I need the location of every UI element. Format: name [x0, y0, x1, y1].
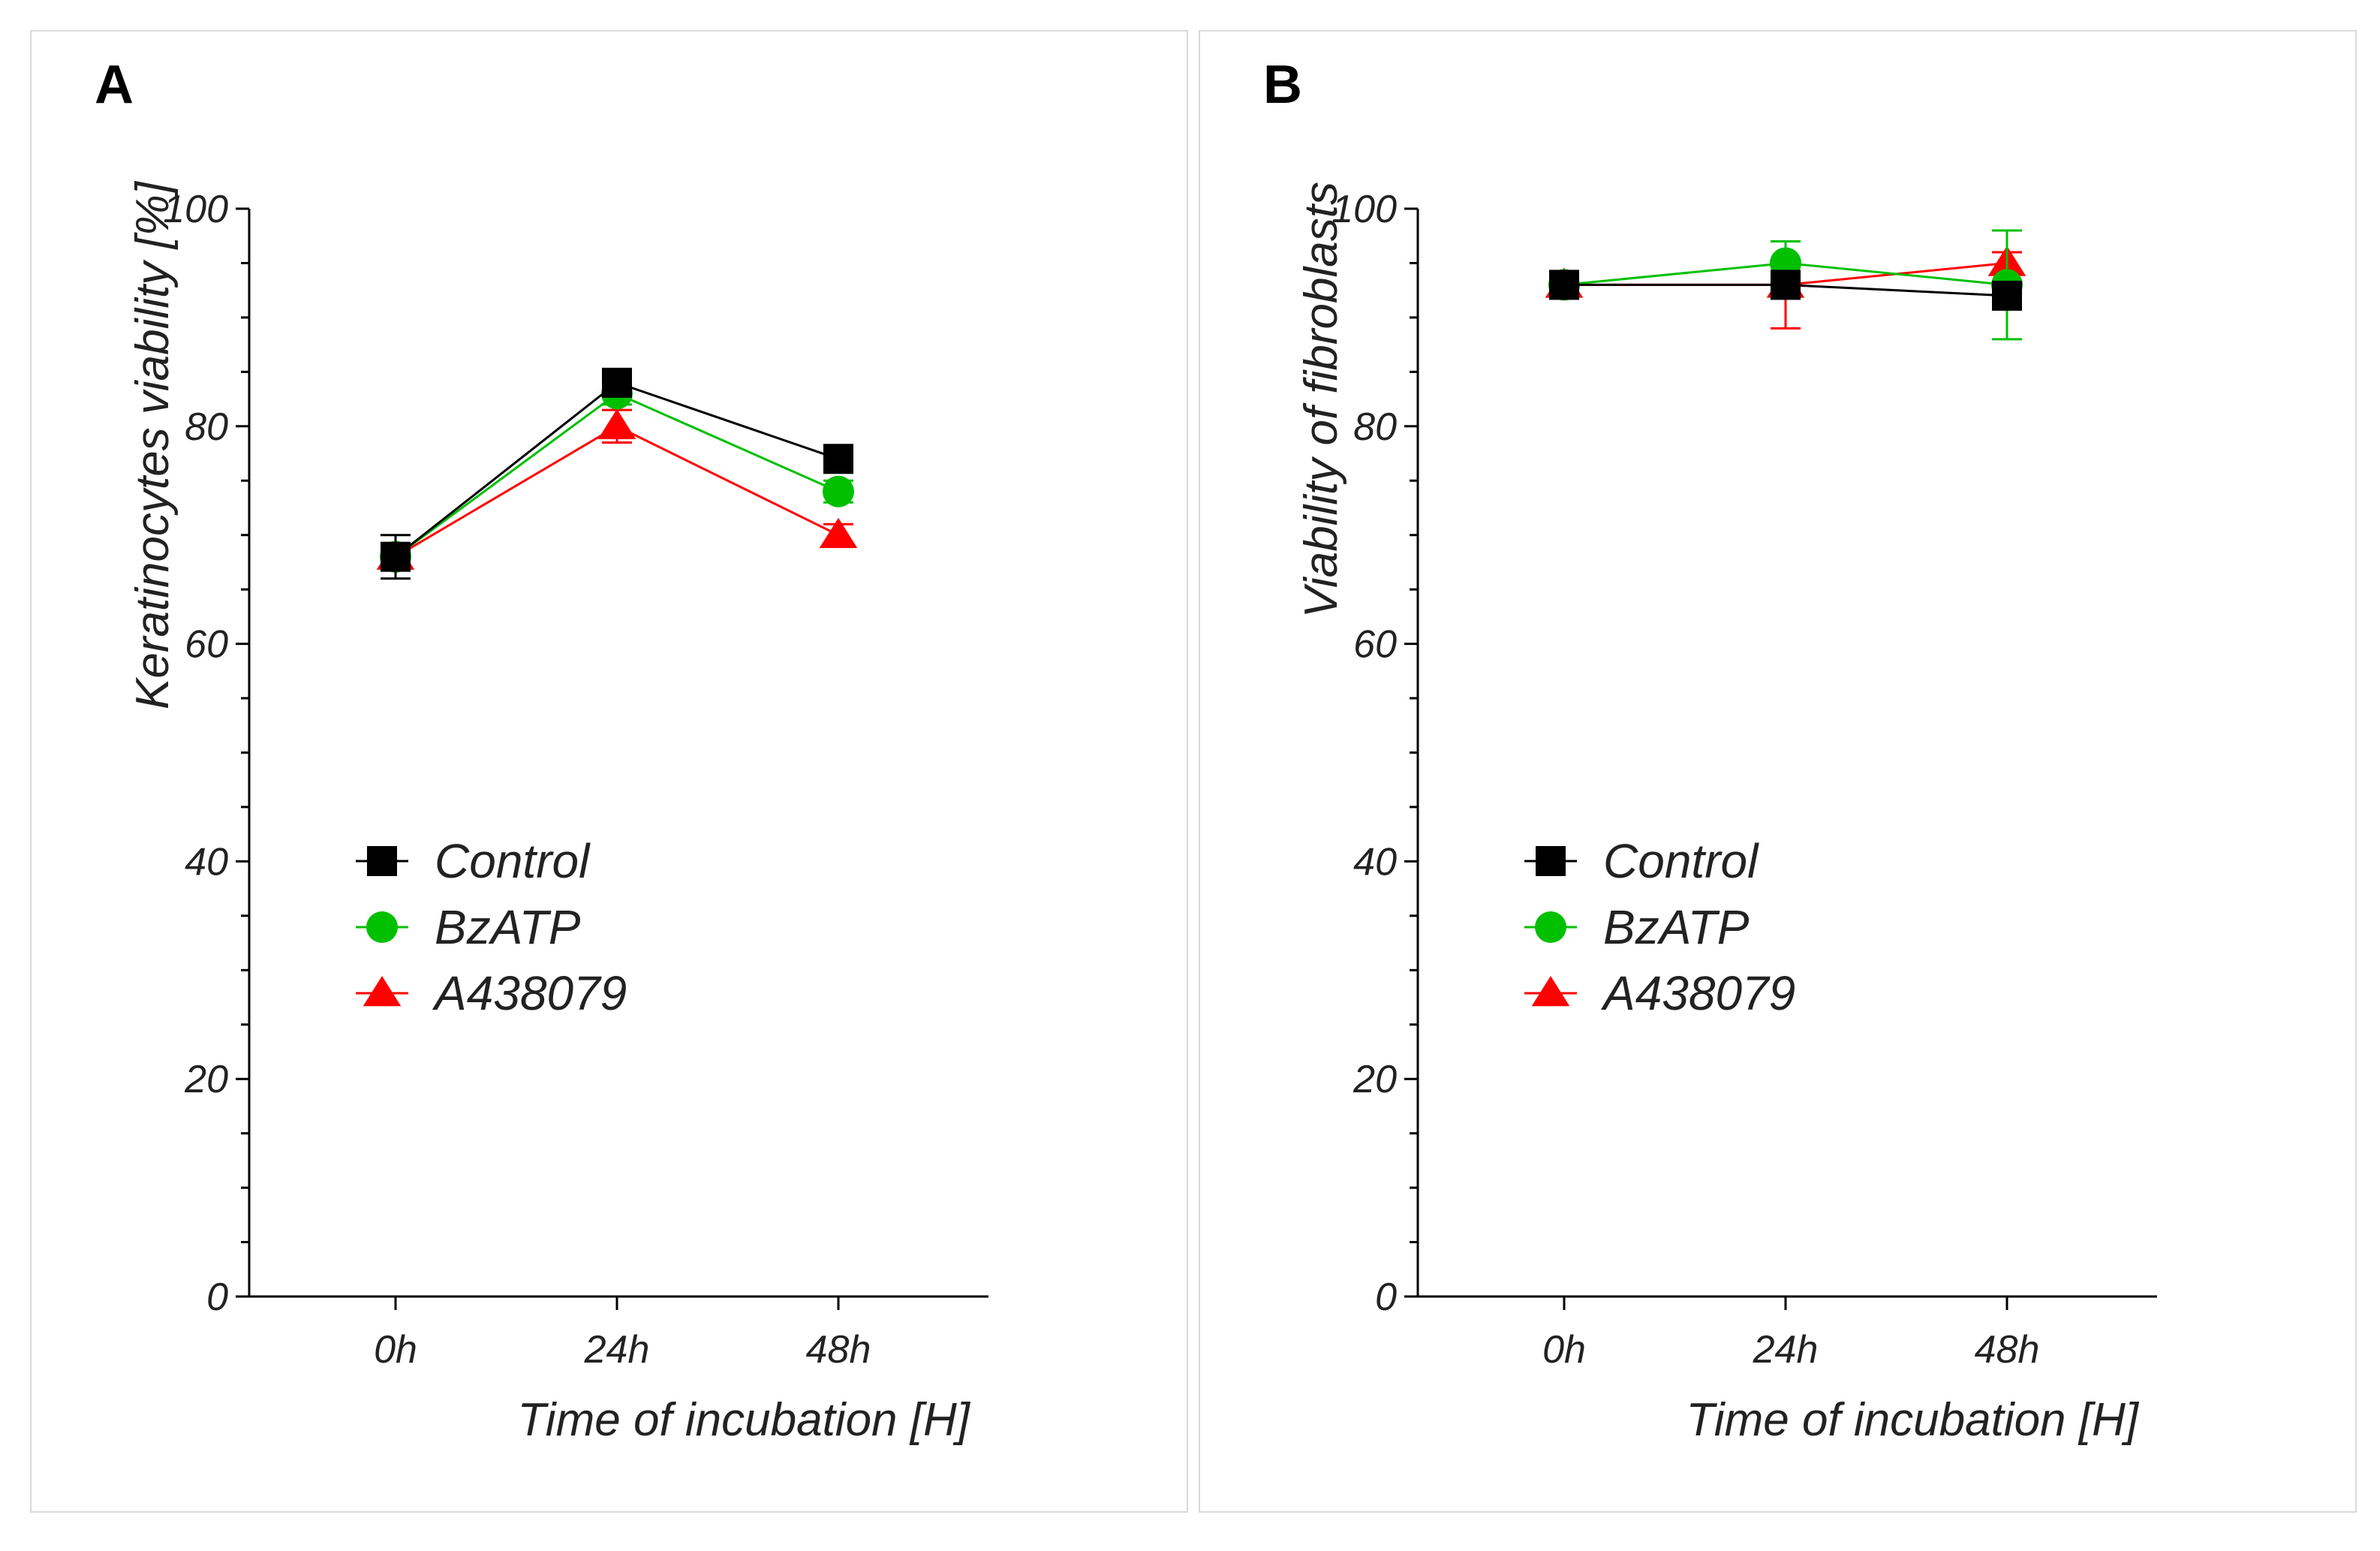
y-tick-label: 100	[163, 188, 228, 231]
y-tick-label: 60	[185, 623, 228, 667]
legend-label: Control	[1603, 834, 1759, 888]
y-tick-label: 20	[184, 1058, 228, 1101]
y-tick-label: 80	[185, 405, 228, 449]
line-chart-keratinocytes: 0 20 40 60 80 100 0h 24h 48h Time of incubation […	[127, 180, 988, 1446]
y-tick-label: 40	[185, 840, 228, 884]
legend: Control BzATP A438079	[356, 834, 627, 1020]
line-chart-fibroblasts: 0 20 40 60 80 100 0h 24h 48h Time of incubation […	[1295, 182, 2157, 1446]
y-axis-title: Viability of fibroblasts	[1295, 182, 1347, 618]
legend-label: A438079	[1600, 966, 1795, 1020]
x-tick-label: 48h	[806, 1328, 871, 1372]
panel-label: B	[1263, 55, 1302, 115]
panel-label: A	[95, 55, 134, 115]
legend-label: BzATP	[435, 900, 581, 954]
series-bzatp	[380, 378, 854, 573]
y-tick-label: 80	[1353, 405, 1397, 449]
data-point	[823, 475, 854, 507]
y-tick-label: 40	[1353, 840, 1397, 884]
legend-marker	[1535, 911, 1566, 943]
x-tick-label: 48h	[1975, 1328, 2040, 1372]
y-tick-label: 100	[1331, 188, 1397, 231]
y-tick-label: 0	[206, 1275, 228, 1319]
y-tick-label: 0	[1375, 1275, 1397, 1319]
y-tick-label: 60	[1353, 623, 1397, 667]
legend-marker	[367, 846, 397, 876]
data-point	[823, 444, 853, 474]
series-line	[395, 425, 839, 558]
data-point	[1992, 280, 2022, 311]
y-tick-label: 20	[1352, 1058, 1397, 1101]
chart-panel-b: B 0 20 40 60 80 100 0h 24h 48h Time of incubation…	[1199, 30, 2357, 1513]
data-point	[1771, 270, 1801, 300]
legend-marker	[363, 976, 402, 1007]
legend-label: A438079	[432, 966, 627, 1020]
x-tick-label: 0h	[374, 1328, 417, 1372]
data-point	[1549, 270, 1579, 300]
data-point	[381, 541, 411, 572]
legend-marker	[1536, 846, 1566, 876]
y-axis-title: Keratinocytes viability [%]	[127, 180, 179, 709]
x-tick-label: 24h	[584, 1328, 650, 1372]
series-control	[381, 367, 853, 580]
legend: Control BzATP A438079	[1524, 834, 1795, 1020]
legend-label: Control	[435, 834, 591, 888]
series-control	[1549, 270, 2022, 311]
x-axis-title: Time of incubation [H]	[517, 1394, 970, 1446]
chart-panel-a: A 0 20 40 60 80 100 0h 24h 48h Time of incubation…	[30, 30, 1188, 1513]
data-point	[597, 408, 636, 440]
x-axis-title: Time of incubation [H]	[1686, 1394, 2139, 1446]
x-tick-label: 24h	[1753, 1328, 1819, 1372]
data-point	[819, 517, 858, 548]
legend-label: BzATP	[1603, 900, 1750, 954]
data-point	[602, 367, 632, 398]
series-a438079	[376, 408, 858, 570]
legend-marker	[1531, 976, 1570, 1007]
legend-marker	[366, 911, 398, 943]
x-tick-label: 0h	[1542, 1328, 1586, 1372]
